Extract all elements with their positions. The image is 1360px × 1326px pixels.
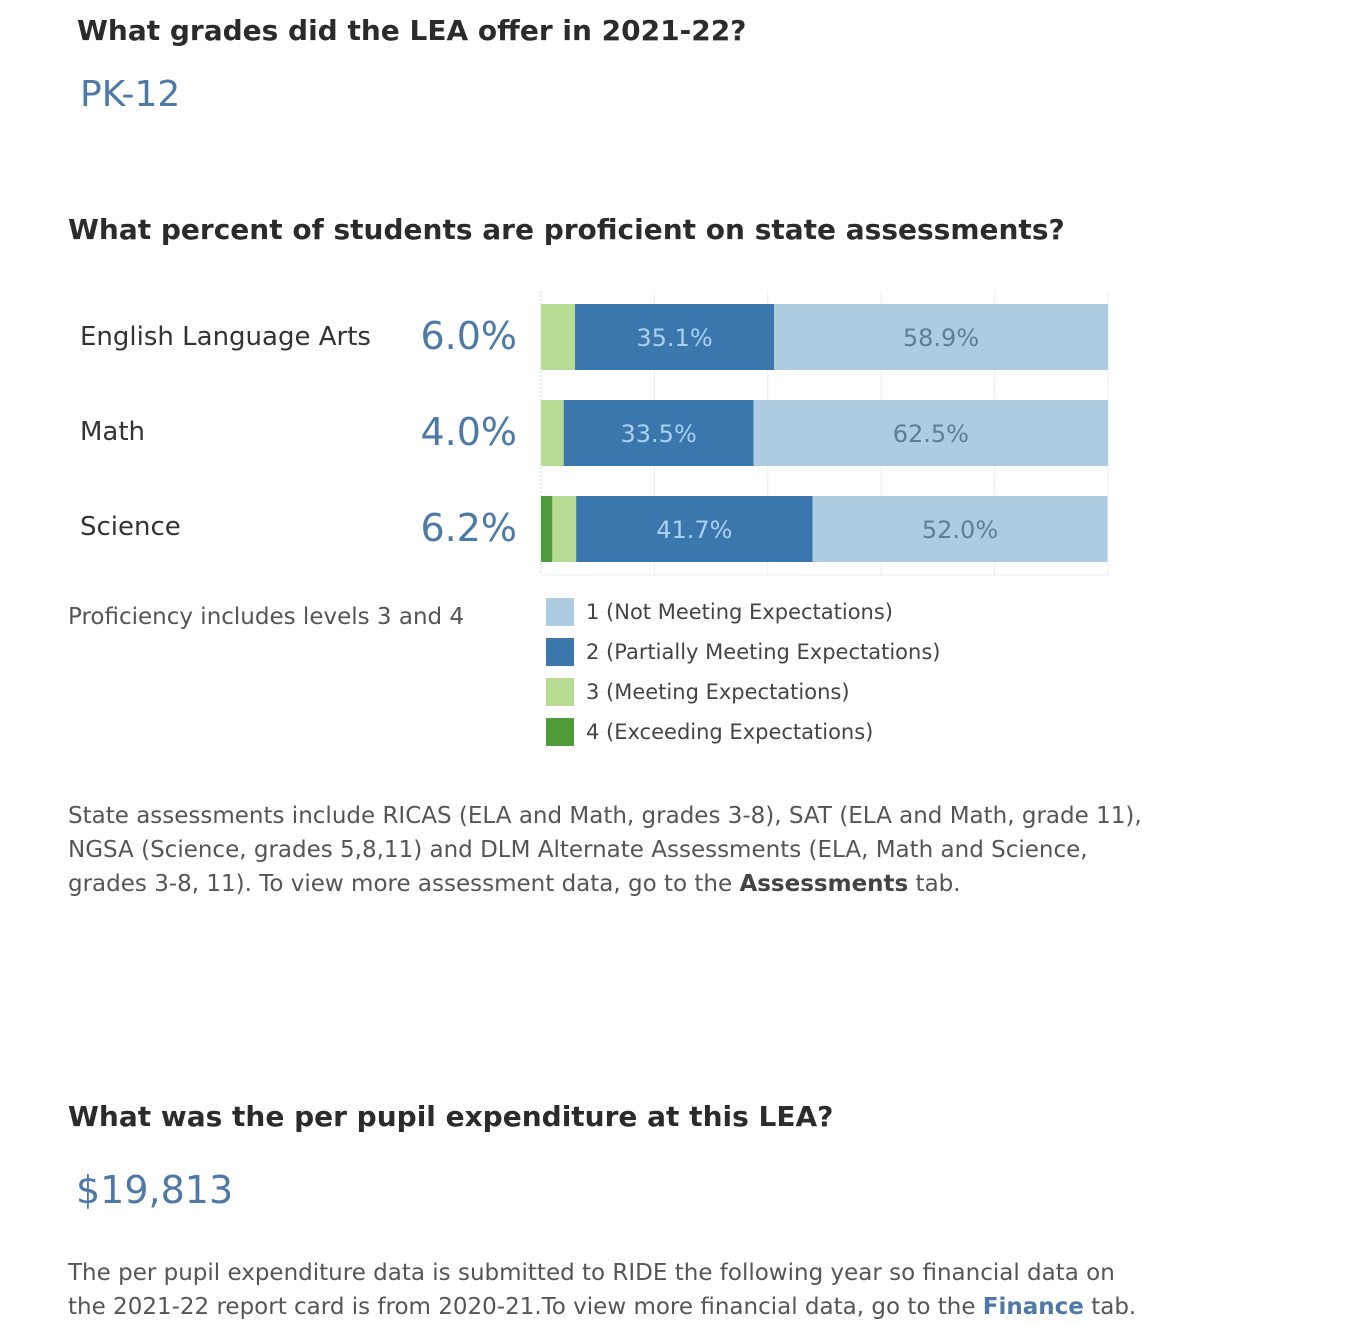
chart-legend: 1 (Not Meeting Expectations) 2 (Partially…: [546, 592, 940, 752]
bar-data-label: 35.1%: [636, 324, 712, 352]
assessments-line-3-text: grades 3-8, 11). To view more assessment…: [68, 871, 740, 897]
expenditure-description: The per pupil expenditure data is submit…: [68, 1256, 1168, 1324]
legend-item: 3 (Meeting Expectations): [546, 672, 940, 712]
proficiency-question: What percent of students are proficient …: [68, 213, 1065, 246]
legend-swatch: [546, 598, 574, 626]
legend-item: 4 (Exceeding Expectations): [546, 712, 940, 752]
bar-segment: [812, 496, 1108, 562]
legend-swatch: [546, 678, 574, 706]
bar-segment: [774, 304, 1108, 370]
assessments-tab-link[interactable]: Assessments: [739, 871, 909, 897]
bar-data-label: 58.9%: [903, 324, 979, 352]
legend-item: 1 (Not Meeting Expectations): [546, 592, 940, 632]
assessments-description: State assessments include RICAS (ELA and…: [68, 799, 1168, 901]
bar-segment: [575, 304, 775, 370]
bar-data-label: 52.0%: [922, 516, 998, 544]
bar-segment: [541, 496, 553, 562]
expenditure-line-2-text: the 2021-22 report card is from 2020-21.…: [68, 1294, 983, 1320]
legend-swatch: [546, 718, 574, 746]
assessments-line-3-suffix: tab.: [908, 871, 961, 897]
expenditure-line-2-suffix: tab.: [1083, 1294, 1137, 1320]
bar-data-label: 33.5%: [621, 420, 697, 448]
grades-question: What grades did the LEA offer in 2021-22…: [77, 14, 747, 47]
proficient-value-ela: 6.0%: [420, 314, 517, 358]
subject-label-math: Math: [80, 417, 146, 447]
bar-segment: [563, 400, 754, 466]
proficient-value-science: 6.2%: [420, 506, 517, 550]
proficient-value-math: 4.0%: [420, 410, 517, 454]
legend-swatch: [546, 638, 574, 666]
finance-tab-link[interactable]: Finance: [982, 1294, 1084, 1320]
subject-label-science: Science: [80, 512, 181, 542]
expenditure-value: $19,813: [76, 1168, 234, 1212]
bar-segment: [541, 304, 576, 370]
legend-label: 4 (Exceeding Expectations): [586, 720, 874, 744]
expenditure-line-2: the 2021-22 report card is from 2020-21.…: [68, 1290, 1168, 1324]
bar-segment: [576, 496, 813, 562]
expenditure-question: What was the per pupil expenditure at th…: [68, 1100, 834, 1133]
assessments-line-1: State assessments include RICAS (ELA and…: [68, 803, 1142, 829]
grades-value: PK-12: [80, 74, 181, 115]
proficiency-note: Proficiency includes levels 3 and 4: [68, 604, 465, 630]
bar-segment: [541, 400, 564, 466]
bar-data-label: 41.7%: [656, 516, 732, 544]
legend-item: 2 (Partially Meeting Expectations): [546, 632, 940, 672]
bar-segment: [552, 496, 577, 562]
subject-label-ela: English Language Arts: [80, 322, 371, 352]
expenditure-line-1: The per pupil expenditure data is submit…: [68, 1260, 1115, 1286]
bar-segment: [753, 400, 1108, 466]
legend-label: 3 (Meeting Expectations): [586, 680, 850, 704]
bar-data-label: 62.5%: [893, 420, 969, 448]
assessments-line-3: grades 3-8, 11). To view more assessment…: [68, 867, 1168, 901]
assessments-line-2: NGSA (Science, grades 5,8,11) and DLM Al…: [68, 837, 1088, 863]
legend-label: 1 (Not Meeting Expectations): [586, 600, 893, 624]
proficiency-chart: 35.1% 58.9% 33.5% 62.5% 41.7% 52.0%: [540, 291, 1109, 576]
legend-label: 2 (Partially Meeting Expectations): [586, 640, 941, 664]
